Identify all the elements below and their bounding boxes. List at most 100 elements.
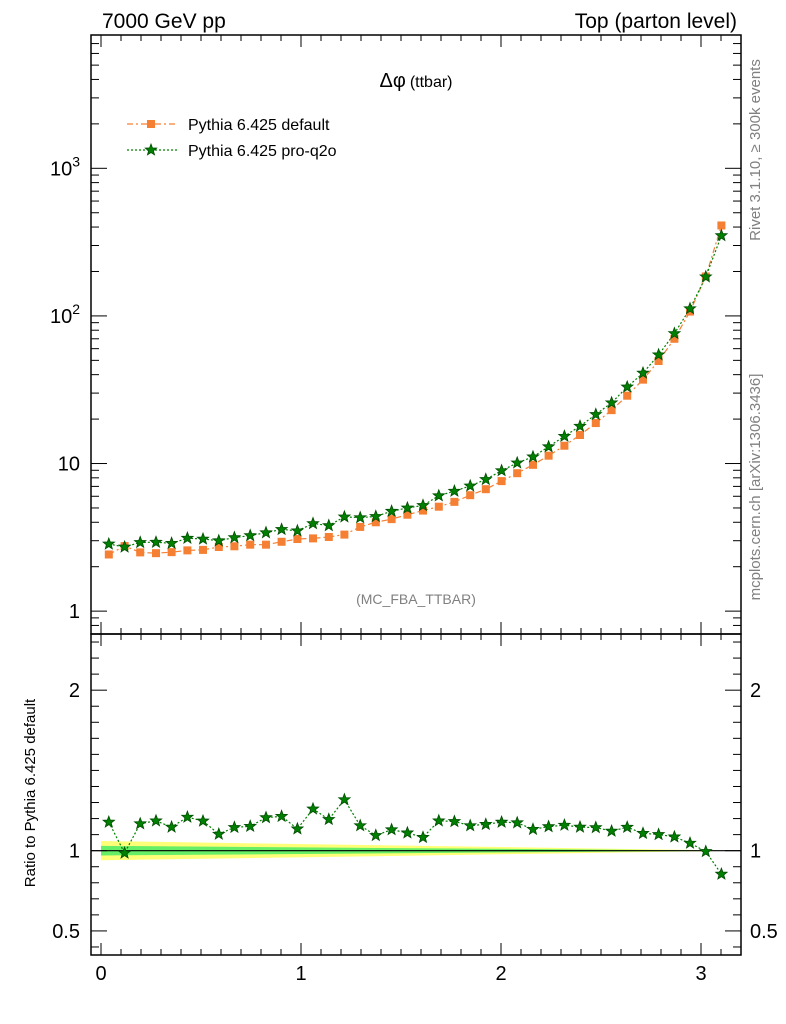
ratio-point-proq2o	[400, 825, 415, 839]
ratio-point-proq2o	[117, 845, 132, 859]
ratio-point-proq2o	[290, 821, 305, 835]
data-point-proq2o	[180, 531, 195, 544]
data-point-proq2o	[133, 535, 147, 549]
legend-entry-proq2o: Pythia 6.425 pro-q2o	[127, 142, 337, 160]
main-panel: Δφ (ttbar) (MC_FBA_TTBAR) Pythia 6.425 de…	[50, 34, 742, 635]
rivet-version-label: Rivet 3.1.10, ≥ 300k events	[747, 59, 764, 241]
data-point-default	[167, 548, 176, 557]
data-point-proq2o	[117, 539, 132, 553]
ratio-point-proq2o	[479, 817, 493, 831]
data-point-default	[434, 502, 443, 511]
legend: Pythia 6.425 default Pythia 6.425 pro-q2…	[127, 117, 337, 160]
ratio-point-proq2o	[573, 819, 587, 833]
ratio-point-proq2o	[463, 818, 477, 832]
ratio-point-proq2o	[102, 814, 116, 828]
ratio-y-axis-label: Ratio to Pythia 6.425 default	[22, 698, 39, 887]
ratio-point-proq2o	[384, 822, 399, 836]
ratio-frame	[90, 633, 742, 956]
ratio-panel: 0 1 2 3 0.5 0.5 1 1 2 2	[52, 633, 778, 985]
mcplots-credit-label: mcplots.cern.ch [arXiv:1306.3436]	[747, 374, 764, 601]
x-tick-label: 3	[695, 963, 706, 985]
data-point-default	[309, 534, 317, 543]
data-point-default	[104, 550, 113, 559]
ratio-point-proq2o	[306, 801, 320, 815]
y-tick-label: 102	[50, 301, 80, 328]
legend-label-proq2o: Pythia 6.425 pro-q2o	[188, 143, 337, 160]
data-point-default	[356, 522, 365, 531]
y-tick-label: 103	[50, 153, 80, 180]
data-point-proq2o	[369, 509, 383, 523]
ratio-line-proq2o	[108, 798, 722, 875]
data-point-proq2o	[699, 269, 713, 283]
ratio-point-proq2o	[699, 844, 713, 858]
data-point-default	[262, 540, 270, 549]
ratio-point-proq2o	[322, 812, 336, 826]
data-point-proq2o	[432, 488, 446, 502]
data-point-default	[717, 221, 726, 230]
data-point-proq2o	[243, 528, 257, 542]
data-point-default	[497, 477, 506, 486]
data-point-proq2o	[463, 478, 477, 492]
ratio-y-tick-label-left: 0.5	[52, 921, 80, 943]
data-point-proq2o	[447, 483, 462, 497]
data-point-default	[293, 535, 302, 544]
data-point-proq2o	[259, 525, 273, 539]
ratio-point-proq2o	[541, 819, 556, 833]
legend-label-default: Pythia 6.425 default	[188, 117, 330, 134]
ratio-point-proq2o	[416, 830, 430, 844]
data-point-default	[152, 549, 160, 558]
data-point-default	[576, 431, 584, 440]
legend-marker-star	[144, 142, 158, 156]
ratio-y-tick-label-left: 1	[69, 841, 80, 863]
x-tick-label: 0	[95, 963, 106, 985]
data-point-proq2o	[604, 395, 619, 409]
data-point-proq2o	[714, 228, 729, 242]
ratio-point-proq2o	[447, 814, 462, 828]
ratio-point-proq2o	[212, 826, 226, 840]
data-point-proq2o	[322, 518, 336, 532]
ratio-point-proq2o	[557, 818, 572, 831]
data-point-proq2o	[510, 455, 524, 469]
data-point-proq2o	[337, 509, 352, 523]
x-tick-label: 1	[295, 963, 306, 985]
ratio-point-proq2o	[526, 822, 540, 836]
series-line-default	[108, 225, 722, 556]
ratio-point-proq2o	[149, 813, 163, 827]
ratio-point-proq2o	[353, 818, 367, 832]
data-point-proq2o	[212, 533, 226, 547]
data-point-default	[136, 548, 145, 557]
ratio-point-proq2o	[651, 827, 666, 841]
ratio-point-proq2o	[510, 815, 524, 829]
data-point-proq2o	[541, 439, 556, 453]
data-point-default	[670, 334, 679, 343]
data-point-default	[466, 491, 475, 500]
data-point-proq2o	[526, 449, 540, 463]
ratio-point-proq2o	[432, 813, 446, 827]
ratio-point-proq2o	[589, 820, 603, 834]
ratio-y-tick-label-right: 2	[750, 680, 761, 702]
data-point-default	[529, 460, 537, 469]
ratio-point-proq2o	[164, 819, 179, 833]
data-point-default	[199, 545, 207, 554]
data-point-proq2o	[636, 365, 650, 379]
data-point-default	[214, 542, 223, 551]
data-point-default	[340, 530, 349, 539]
chart-title: Δφ (ttbar)	[380, 70, 453, 92]
ratio-point-proq2o	[196, 813, 210, 827]
ratio-point-proq2o	[714, 866, 729, 880]
data-point-default	[607, 406, 616, 415]
ratio-y-tick-label-right: 1	[750, 841, 761, 863]
data-point-default	[183, 546, 192, 555]
data-point-proq2o	[353, 510, 367, 524]
header-left-label: 7000 GeV pp	[102, 10, 226, 33]
ratio-point-proq2o	[337, 792, 352, 806]
data-point-proq2o	[667, 326, 682, 340]
ratio-y-tick-label-left: 2	[69, 680, 80, 702]
data-point-proq2o	[479, 472, 493, 486]
data-point-default	[371, 518, 380, 527]
ratio-point-proq2o	[133, 816, 147, 830]
data-point-proq2o	[149, 535, 163, 548]
data-point-default	[230, 542, 239, 551]
data-point-default	[387, 515, 396, 524]
ratio-point-proq2o	[683, 835, 697, 849]
